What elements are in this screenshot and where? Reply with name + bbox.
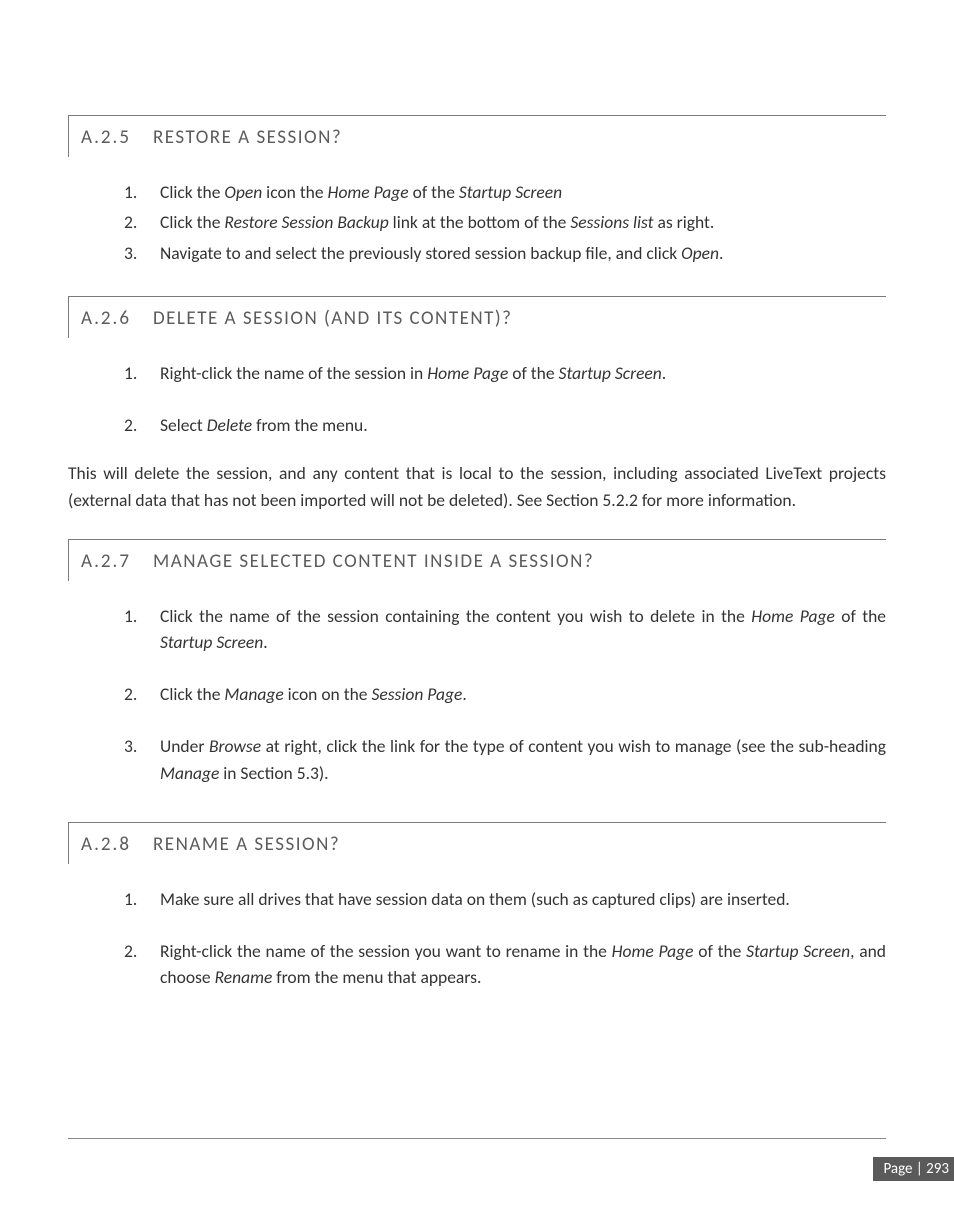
emphasis: Startup Screen xyxy=(746,940,850,962)
emphasis: Home Page xyxy=(612,940,694,962)
text: in Section 5.3). xyxy=(219,762,328,784)
text: icon on the xyxy=(284,683,372,705)
emphasis: Browse xyxy=(209,735,261,757)
list-item: 2.Click the Restore Session Backup link … xyxy=(68,209,886,235)
text: link at the bottom of the xyxy=(389,211,571,233)
emphasis: Startup Screen xyxy=(160,631,263,653)
list-item: 2.Select Delete from the menu. xyxy=(68,412,886,438)
emphasis: Open xyxy=(681,242,719,264)
emphasis: Restore Session Backup xyxy=(224,211,388,233)
section-number: A.2.8 xyxy=(81,833,131,856)
text: Under xyxy=(160,735,209,757)
section-heading-rename: A.2.8 RENAME A SESSION? xyxy=(68,822,886,864)
emphasis: Startup Screen xyxy=(559,362,662,384)
text: Click the xyxy=(160,683,224,705)
text: of the xyxy=(835,605,886,627)
list-item: 1.Right-click the name of the session in… xyxy=(68,360,886,386)
text: . xyxy=(719,242,723,264)
section-number: A.2.6 xyxy=(81,307,131,330)
list-item: 3.Under Browse at right, click the link … xyxy=(68,733,886,786)
paragraph-delete-note: This will delete the session, and any co… xyxy=(68,460,886,514)
section-title: RESTORE A SESSION? xyxy=(153,126,342,149)
text: icon the xyxy=(262,181,327,203)
section-heading-manage: A.2.7 MANAGE SELECTED CONTENT INSIDE A SE… xyxy=(68,539,886,581)
text: from the menu that appears. xyxy=(272,966,481,988)
emphasis: Manage xyxy=(224,683,283,705)
text: . xyxy=(263,631,267,653)
section-title: RENAME A SESSION? xyxy=(153,833,340,856)
section-number: A.2.7 xyxy=(81,550,131,573)
emphasis: Rename xyxy=(215,966,273,988)
emphasis: Open xyxy=(224,181,262,203)
emphasis: Sessions list xyxy=(570,211,653,233)
text: from the menu. xyxy=(252,414,368,436)
text: Click the xyxy=(160,181,224,203)
footer-divider xyxy=(68,1138,886,1139)
section-heading-delete: A.2.6 DELETE A SESSION (AND ITS CONTENT)? xyxy=(68,296,886,338)
text: Select xyxy=(160,414,207,436)
text: of the xyxy=(508,362,558,384)
text: Navigate to and select the previously st… xyxy=(160,242,681,264)
text: Make sure all drives that have session d… xyxy=(160,888,790,910)
text: . xyxy=(462,683,466,705)
list-item: 2.Click the Manage icon on the Session P… xyxy=(68,681,886,707)
section-title: MANAGE SELECTED CONTENT INSIDE A SESSION… xyxy=(153,550,594,573)
section-heading-restore: A.2.5 RESTORE A SESSION? xyxy=(68,115,886,157)
text: Click the xyxy=(160,211,224,233)
ordered-list-delete: 1.Right-click the name of the session in… xyxy=(68,360,886,439)
emphasis: Home Page xyxy=(427,362,508,384)
ordered-list-rename: 1.Make sure all drives that have session… xyxy=(68,886,886,991)
list-item: 1.Click the Open icon the Home Page of t… xyxy=(68,179,886,205)
list-item: 3.Navigate to and select the previously … xyxy=(68,240,886,266)
text: of the xyxy=(694,940,747,962)
emphasis: Session Page xyxy=(371,683,462,705)
text: at right, click the link for the type of… xyxy=(261,735,886,757)
emphasis: Home Page xyxy=(751,605,835,627)
emphasis: Home Page xyxy=(328,181,409,203)
text: Right-click the name of the session you … xyxy=(160,940,612,962)
emphasis: Manage xyxy=(160,762,219,784)
text: . xyxy=(662,362,666,384)
ordered-list-restore: 1.Click the Open icon the Home Page of t… xyxy=(68,179,886,266)
emphasis: Delete xyxy=(207,414,252,436)
page-number-badge: Page | 293 xyxy=(873,1157,954,1181)
text: Click the name of the session containing… xyxy=(160,605,751,627)
text: of the xyxy=(409,181,459,203)
list-item: 1.Make sure all drives that have session… xyxy=(68,886,886,912)
emphasis: Startup Screen xyxy=(459,181,562,203)
text: Right-click the name of the session in xyxy=(160,362,427,384)
section-number: A.2.5 xyxy=(81,126,131,149)
list-item: 2.Right-click the name of the session yo… xyxy=(68,938,886,991)
section-title: DELETE A SESSION (AND ITS CONTENT)? xyxy=(153,307,512,330)
ordered-list-manage: 1.Click the name of the session containi… xyxy=(68,603,886,786)
list-item: 1.Click the name of the session containi… xyxy=(68,603,886,656)
text: as right. xyxy=(654,211,715,233)
